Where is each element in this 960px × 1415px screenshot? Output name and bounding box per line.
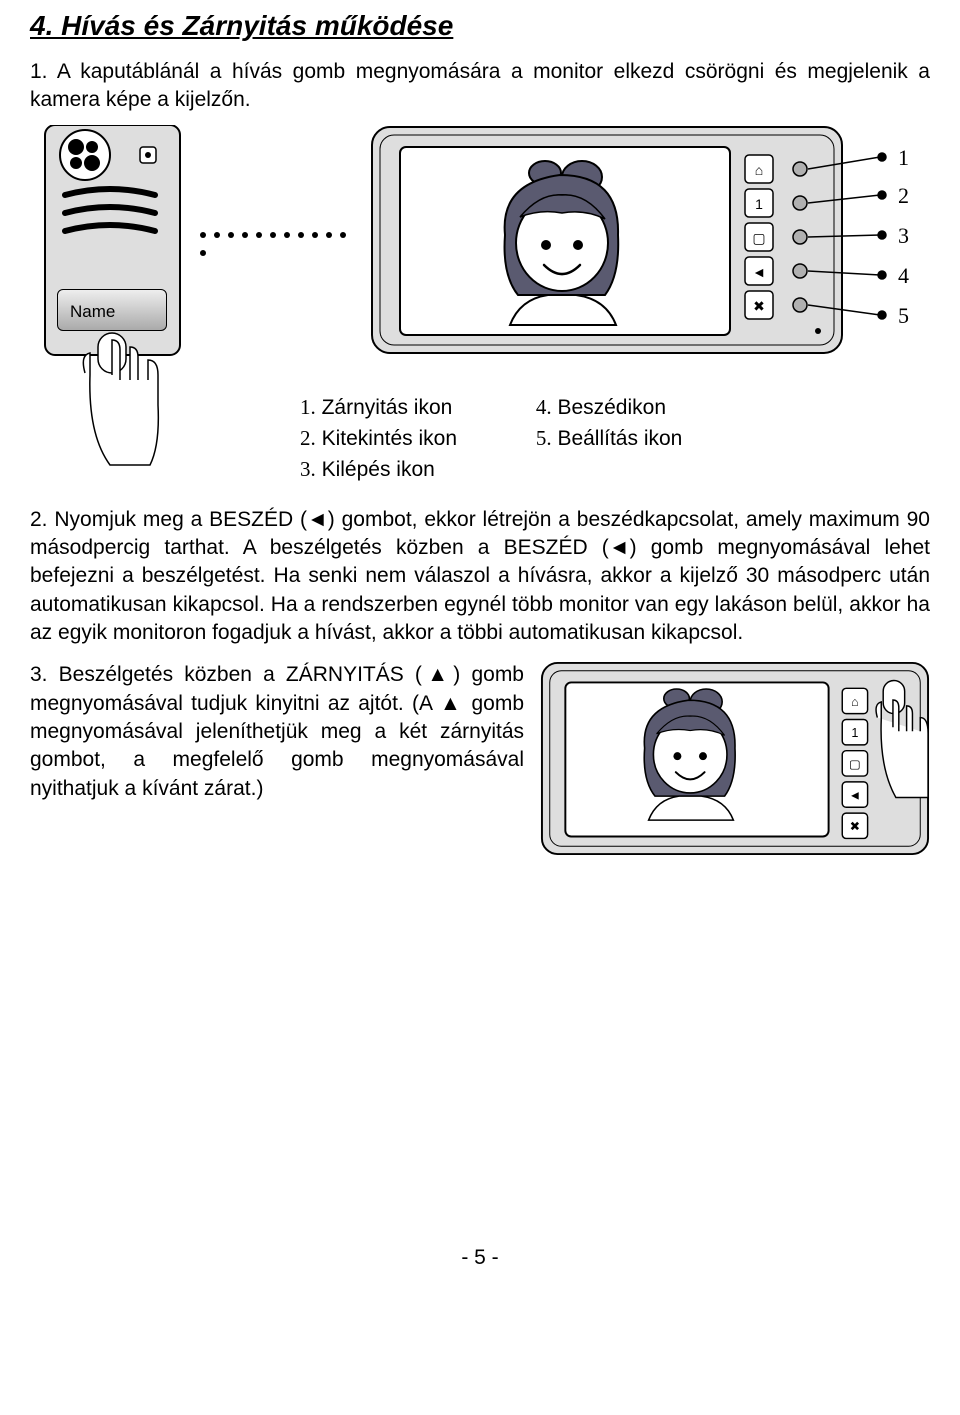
- svg-text:▢: ▢: [752, 230, 765, 246]
- svg-text:1: 1: [898, 145, 909, 170]
- icon-legend: 1. Zárnyitás ikon 2. Kitekintés ikon 3. …: [300, 395, 930, 488]
- signal-dots: [200, 225, 360, 235]
- svg-text:◄: ◄: [752, 264, 766, 280]
- page-number: - 5 -: [30, 1246, 930, 1270]
- svg-text:⌂: ⌂: [851, 695, 859, 709]
- legend-num-1: 1.: [300, 395, 316, 419]
- section-heading: 4. Hívás és Zárnyitás működése: [30, 10, 930, 42]
- svg-text:4: 4: [898, 263, 909, 288]
- monitor-panel: ⌂ 1 ▢ ◄ ✖: [370, 125, 930, 355]
- paragraph-3: 3. Beszélgetés közben a ZÁRNYITÁS (▲) go…: [30, 661, 524, 803]
- legend-text-4: Beszédikon: [557, 396, 666, 419]
- diagram-row: Name: [30, 125, 930, 375]
- svg-text:5: 5: [898, 303, 909, 328]
- monitor-small: ⌂ 1 ▢ ◄ ✖: [540, 661, 930, 856]
- svg-text:Name: Name: [70, 302, 115, 321]
- outdoor-panel-svg: Name: [30, 125, 190, 485]
- svg-text:1: 1: [755, 196, 763, 212]
- paragraph-1: 1. A kaputáblánál a hívás gomb megnyomás…: [30, 58, 930, 115]
- legend-text-5: Beállítás ikon: [557, 427, 682, 450]
- legend-num-2: 2.: [300, 426, 316, 450]
- svg-text:⌂: ⌂: [755, 162, 763, 178]
- svg-text:✖: ✖: [850, 820, 861, 834]
- svg-text:2: 2: [898, 183, 909, 208]
- paragraph-3-block: 3. Beszélgetés közben a ZÁRNYITÁS (▲) go…: [30, 661, 930, 856]
- svg-text:1: 1: [851, 726, 858, 740]
- svg-text:▢: ▢: [849, 758, 861, 772]
- outdoor-panel: Name: [30, 125, 190, 485]
- legend-num-4: 4.: [536, 395, 552, 419]
- paragraph-2: 2. Nyomjuk meg a BESZÉD (◄) gombot, ekko…: [30, 506, 930, 648]
- legend-text-2: Kitekintés ikon: [322, 427, 457, 450]
- svg-text:◄: ◄: [849, 789, 862, 803]
- monitor-small-svg: ⌂ 1 ▢ ◄ ✖: [540, 661, 930, 856]
- svg-text:3: 3: [898, 223, 909, 248]
- legend-num-5: 5.: [536, 426, 552, 450]
- legend-text-1: Zárnyitás ikon: [322, 396, 453, 419]
- monitor-svg: ⌂ 1 ▢ ◄ ✖: [370, 125, 930, 355]
- svg-text:✖: ✖: [753, 298, 765, 314]
- legend-num-3: 3.: [300, 457, 316, 481]
- legend-text-3: Kilépés ikon: [322, 458, 435, 481]
